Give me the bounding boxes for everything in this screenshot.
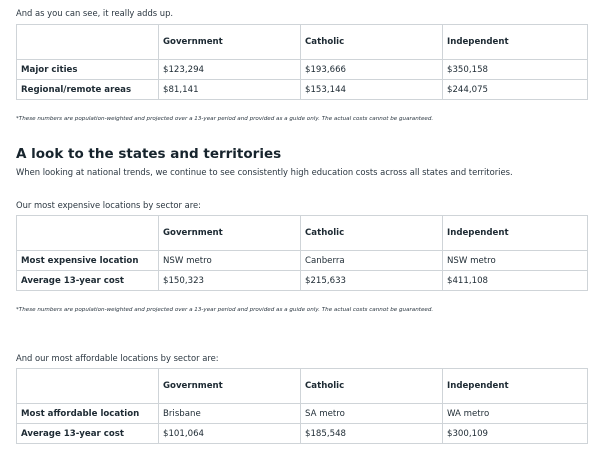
- table-row: Average 13-year cost $101,064 $185,548 $300…: [16, 423, 588, 444]
- row-header: Major cities: [16, 59, 159, 80]
- column-header: Government: [158, 368, 301, 404]
- corner-cell: [16, 368, 159, 404]
- table-cell: $244,075: [442, 79, 588, 100]
- column-header: Government: [158, 24, 301, 60]
- table-cell: Brisbane: [158, 403, 301, 424]
- cost-table: Government Catholic Independent Major citie…: [16, 24, 588, 100]
- intro: And as you can see, it really adds up.: [16, 8, 174, 18]
- row-header: Average 13-year cost: [16, 270, 159, 291]
- table-cell: SA metro: [300, 403, 443, 424]
- table-cell: WA metro: [442, 403, 588, 424]
- column-header: Independent: [442, 368, 588, 404]
- table-cell: $411,108: [442, 270, 588, 291]
- footnote: *These numbers are population-weighted a…: [16, 307, 434, 313]
- table-cell: $300,109: [442, 423, 588, 444]
- column-header: Catholic: [300, 215, 443, 251]
- header-row: Government Catholic Independent: [16, 368, 588, 404]
- table-row: Regional/remote areas $81,141 $153,144 $244…: [16, 79, 588, 100]
- column-header: Catholic: [300, 368, 443, 404]
- table-row: Most affordable location Brisbane SA metro…: [16, 403, 588, 424]
- table-cell: $101,064: [158, 423, 301, 444]
- column-header: Independent: [442, 215, 588, 251]
- table-cell: $193,666: [300, 59, 443, 80]
- footnote: *These numbers are population-weighted a…: [16, 116, 434, 122]
- table-row: Most expensive location NSW metro Canberra…: [16, 250, 588, 271]
- table-cell: NSW metro: [442, 250, 588, 271]
- header-row: Government Catholic Independent: [16, 24, 588, 60]
- table-row: Average 13-year cost $150,323 $215,633 $411…: [16, 270, 588, 291]
- column-header: Government: [158, 215, 301, 251]
- row-header: Most expensive location: [16, 250, 159, 271]
- section-heading: A look to the states and territories: [16, 146, 282, 162]
- table-cell: $185,548: [300, 423, 443, 444]
- column-header: Catholic: [300, 24, 443, 60]
- lead-text: And our most affordable locations by sec…: [16, 353, 219, 363]
- table-cell: $153,144: [300, 79, 443, 100]
- column-header: Independent: [442, 24, 588, 60]
- header-row: Government Catholic Independent: [16, 215, 588, 251]
- corner-cell: [16, 215, 159, 251]
- expensive-table: Government Catholic Independent Most expens…: [16, 215, 588, 291]
- affordable-table: Government Catholic Independent Most afford…: [16, 368, 588, 444]
- section-subheading: When looking at national trends, we cont…: [16, 167, 513, 177]
- table-cell: Canberra: [300, 250, 443, 271]
- row-header: Most affordable location: [16, 403, 159, 424]
- lead-text: Our most expensive locations by sector a…: [16, 200, 201, 210]
- table-cell: $215,633: [300, 270, 443, 291]
- table-cell: $123,294: [158, 59, 301, 80]
- table-cell: $150,323: [158, 270, 301, 291]
- table-cell: $81,141: [158, 79, 301, 100]
- table-row: Major cities $123,294 $193,666 $350,158: [16, 59, 588, 80]
- row-header: Average 13-year cost: [16, 423, 159, 444]
- table-cell: NSW metro: [158, 250, 301, 271]
- corner-cell: [16, 24, 159, 60]
- table-cell: $350,158: [442, 59, 588, 80]
- row-header: Regional/remote areas: [16, 79, 159, 100]
